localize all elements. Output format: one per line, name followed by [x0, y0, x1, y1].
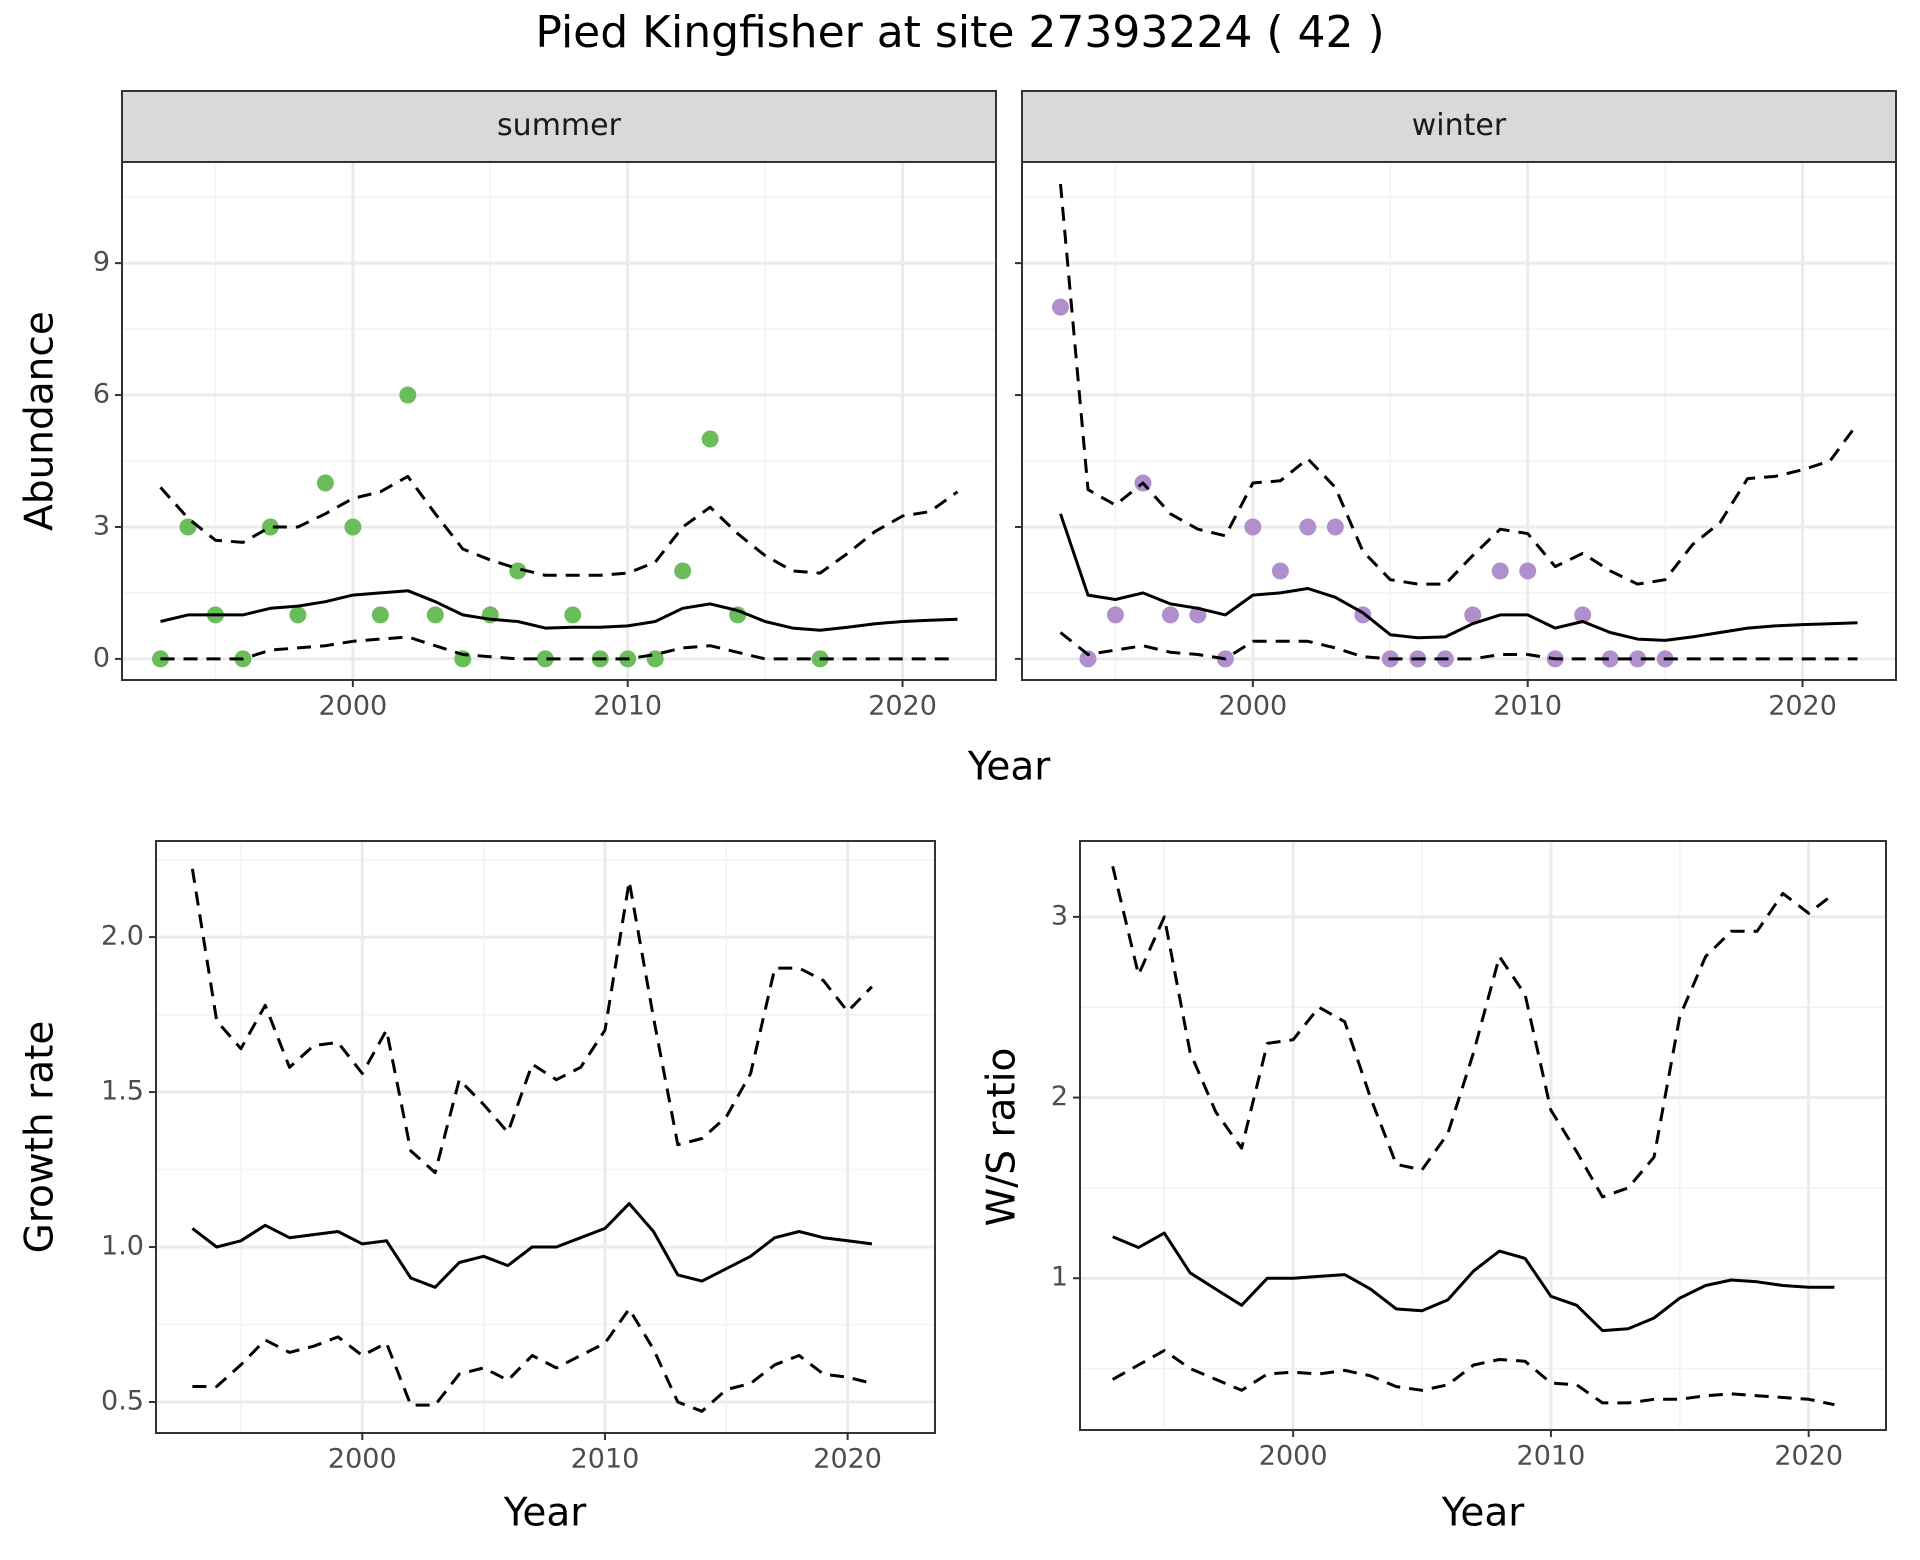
point: [316, 474, 334, 492]
point: [151, 650, 169, 668]
y-tick-label: 3: [93, 510, 110, 541]
panel-background: [1022, 162, 1896, 680]
x-tick-label: 2020: [868, 691, 937, 722]
x-tick-label: 2000: [328, 1444, 397, 1475]
point: [674, 562, 692, 580]
dashed-line: [190, 868, 873, 1175]
y-tick-label: 1: [1051, 1262, 1068, 1293]
dashed-line: [1059, 631, 1858, 661]
y-axis-title: Growth rate: [18, 1021, 63, 1254]
point: [1079, 650, 1097, 668]
x-tick-label: 2010: [593, 691, 662, 722]
y-tick-label: 9: [93, 247, 110, 278]
x-tick-label: 2000: [1219, 691, 1288, 722]
x-tick-label: 2010: [1517, 1441, 1586, 1472]
x-tick-label: 2020: [813, 1444, 882, 1475]
y-axis-title: W/S ratio: [980, 1048, 1025, 1227]
point: [1271, 562, 1289, 580]
point: [1106, 606, 1124, 624]
point: [536, 650, 554, 668]
y-tick-label: 0: [93, 642, 110, 673]
point: [1326, 518, 1344, 536]
y-tick-label: 0.5: [101, 1386, 144, 1417]
line: [191, 1202, 873, 1289]
strip-label: winter: [1412, 108, 1507, 143]
point: [1299, 518, 1317, 536]
point: [1491, 562, 1509, 580]
x-tick-label: 2000: [1259, 1441, 1328, 1472]
figure-title: Pied Kingfisher at site 27393224 ( 42 ): [535, 7, 1384, 58]
point: [509, 562, 527, 580]
point: [1244, 518, 1262, 536]
strip: [121, 90, 997, 163]
line: [1112, 1231, 1835, 1333]
y-tick-label: 1.5: [101, 1076, 144, 1107]
x-tick-label: 2020: [1768, 691, 1837, 722]
panel-border: [155, 840, 936, 1434]
dashed-line: [159, 474, 959, 577]
point: [1601, 650, 1619, 668]
point: [371, 606, 389, 624]
point: [1574, 606, 1592, 624]
line: [1059, 513, 1858, 642]
y-tick-label: 1.0: [101, 1231, 144, 1262]
y-tick-label: 2.0: [101, 921, 144, 952]
y-tick-label: 3: [1051, 900, 1068, 931]
panel-background: [156, 841, 935, 1433]
x-axis-title: Year: [1441, 1491, 1526, 1536]
point: [1161, 606, 1179, 624]
x-tick-label: 2010: [571, 1444, 640, 1475]
dashed-line: [192, 1307, 873, 1413]
x-tick-label: 2020: [1774, 1441, 1843, 1472]
point: [399, 386, 417, 404]
point: [1464, 606, 1482, 624]
point: [701, 430, 719, 448]
point: [289, 606, 307, 624]
y-axis-title: Abundance: [18, 311, 63, 531]
dashed-line: [1111, 1349, 1835, 1407]
x-tick-label: 2000: [319, 691, 388, 722]
point: [426, 606, 444, 624]
panel-border: [1079, 840, 1887, 1431]
dashed-line: [160, 635, 958, 661]
point: [1519, 562, 1537, 580]
x-axis-title: Year: [503, 1491, 588, 1536]
x-tick-label: 2010: [1493, 691, 1562, 722]
y-tick-label: 2: [1051, 1081, 1068, 1112]
dashed-line: [1059, 183, 1859, 586]
point: [1051, 298, 1069, 316]
strip: [1021, 90, 1897, 163]
panel-background: [1080, 841, 1886, 1430]
line: [160, 589, 958, 632]
strip-label: summer: [497, 108, 622, 143]
y-tick-label: 6: [93, 379, 110, 410]
point: [564, 606, 582, 624]
panel-background: [122, 162, 996, 680]
point: [1629, 650, 1647, 668]
x-axis-title: Year: [967, 745, 1052, 790]
point: [261, 518, 279, 536]
point: [344, 518, 362, 536]
